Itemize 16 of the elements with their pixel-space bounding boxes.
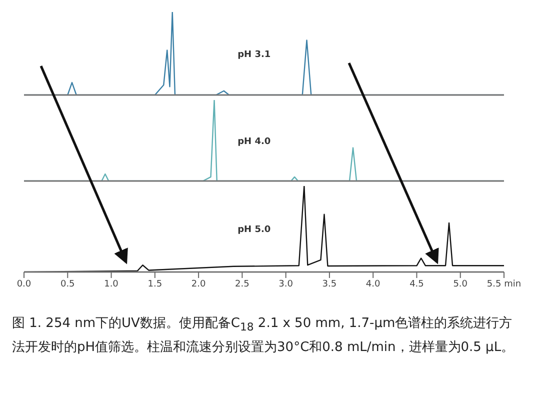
x-tick-label: 1.5 — [148, 279, 162, 290]
text: pH 4.0 — [238, 136, 271, 147]
x-tick-label: 4.0 — [366, 279, 381, 290]
text: pH 5.0 — [238, 224, 271, 235]
x-tick-label: 4.5 — [410, 279, 424, 290]
x-tick-label: 5.0 — [453, 279, 468, 290]
x-tick-label: 0.0 — [16, 279, 32, 290]
x-tick-label: 5.5 min — [486, 279, 522, 290]
caption: 图 1. 254 nm下的UV数据。使用配备C$_{18}$ 2.1 x 50 mm, 1.7-μm色谱柱的系统进行方法开发时的pH值筛选。柱温和流速分别设置为30°C和0.8 mL/min，进样量为0.5 μL。 — [11, 315, 516, 357]
x-tick-label: 2.0 — [191, 279, 206, 290]
x-tick-label: 3.5 — [322, 279, 337, 290]
text: pH 3.1 — [238, 50, 271, 60]
x-tick-label: 1.0 — [104, 279, 119, 290]
x-tick-label: 0.5 — [60, 279, 75, 290]
x-tick-label: 2.5 — [235, 279, 250, 290]
x-tick-label: 3.0 — [278, 279, 294, 290]
